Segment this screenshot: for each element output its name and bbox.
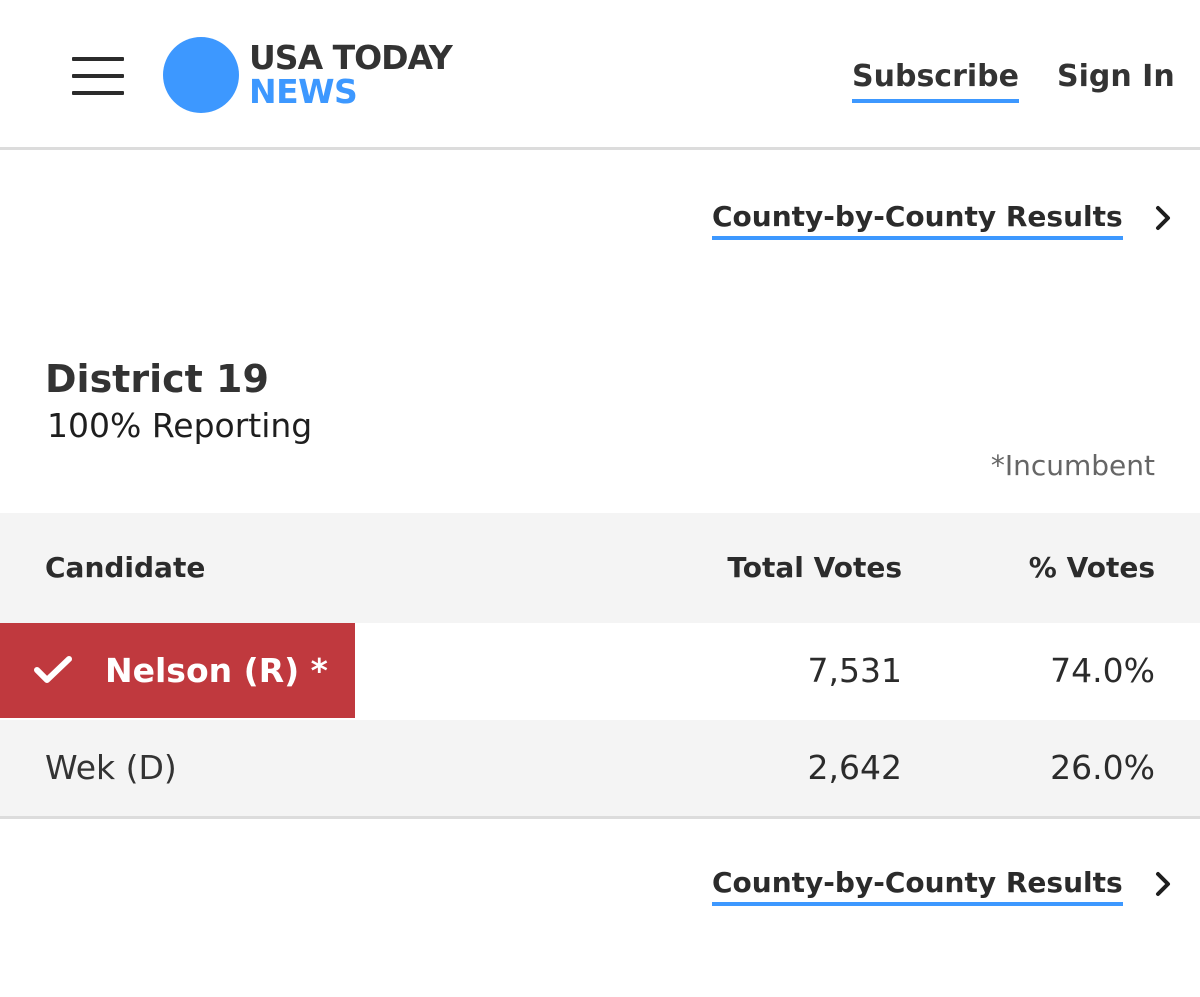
hamburger-bar bbox=[72, 74, 124, 78]
candidate-name: Nelson (R) * bbox=[105, 651, 328, 690]
county-results-link-bottom[interactable]: County-by-County Results bbox=[712, 864, 1123, 906]
column-header-pct-votes: % Votes bbox=[1028, 551, 1155, 584]
site-header: USA TODAY NEWS Subscribe Sign In bbox=[0, 0, 1200, 150]
column-header-candidate: Candidate bbox=[45, 551, 206, 584]
county-results-link-top[interactable]: County-by-County Results bbox=[712, 198, 1123, 240]
candidate-name: Wek (D) bbox=[45, 748, 177, 787]
incumbent-note: *Incumbent bbox=[990, 449, 1155, 482]
table-row: Wek (D) 2,642 26.0% bbox=[0, 720, 1200, 819]
reporting-status: 100% Reporting bbox=[47, 406, 313, 445]
pct-votes-value: 26.0% bbox=[1050, 748, 1155, 787]
table-row-winner: Nelson (R) * 7,531 74.0% bbox=[0, 623, 1200, 720]
usa-today-logo-dot[interactable] bbox=[163, 37, 239, 113]
hamburger-menu-icon[interactable] bbox=[72, 57, 124, 97]
logo-text-secondary[interactable]: NEWS bbox=[249, 72, 358, 111]
race-title: District 19 bbox=[45, 357, 269, 401]
sign-in-link[interactable]: Sign In bbox=[1057, 59, 1175, 94]
hamburger-bar bbox=[72, 57, 124, 61]
results-table-header: Candidate Total Votes % Votes bbox=[0, 513, 1200, 623]
subscribe-link[interactable]: Subscribe bbox=[852, 57, 1019, 103]
winner-candidate-cell: Nelson (R) * bbox=[0, 623, 355, 718]
column-header-total-votes: Total Votes bbox=[727, 551, 902, 584]
hamburger-bar bbox=[72, 91, 124, 95]
total-votes-value: 2,642 bbox=[807, 748, 902, 787]
chevron-right-icon[interactable] bbox=[1152, 203, 1174, 233]
pct-votes-value: 74.0% bbox=[1050, 651, 1155, 690]
checkmark-icon bbox=[34, 656, 72, 683]
chevron-right-icon[interactable] bbox=[1152, 869, 1174, 899]
logo-text-primary[interactable]: USA TODAY bbox=[249, 38, 453, 77]
total-votes-value: 7,531 bbox=[807, 651, 902, 690]
